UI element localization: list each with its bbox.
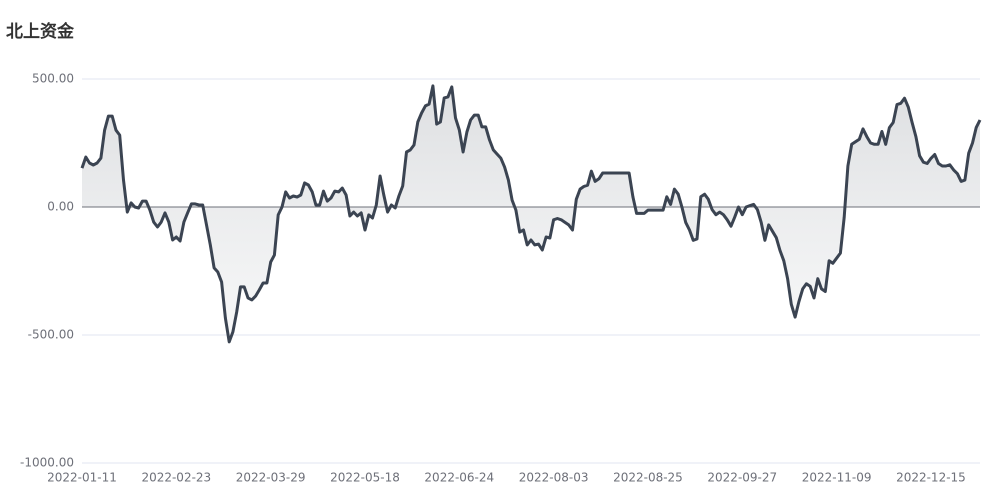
y-tick-label: -1000.00 <box>20 456 74 470</box>
x-tick-label: 2022-12-15 <box>896 471 966 485</box>
y-tick-label: 500.00 <box>32 72 74 86</box>
y-tick-label: 0.00 <box>47 200 74 214</box>
x-tick-label: 2022-02-23 <box>141 471 211 485</box>
y-tick-label: -500.00 <box>28 328 74 342</box>
x-tick-label: 2022-03-29 <box>236 471 306 485</box>
x-tick-label: 2022-05-18 <box>330 471 400 485</box>
x-tick-label: 2022-08-03 <box>519 471 589 485</box>
area <box>82 85 980 342</box>
chart-title: 北上资金 <box>6 21 75 42</box>
line <box>80 84 982 344</box>
x-tick-label: 2022-08-25 <box>613 471 683 485</box>
x-tick-label: 2022-06-24 <box>424 471 494 485</box>
x-tick-label: 2022-01-11 <box>47 471 117 485</box>
x-tick-label: 2022-11-09 <box>802 471 872 485</box>
x-tick-label: 2022-09-27 <box>707 471 777 485</box>
